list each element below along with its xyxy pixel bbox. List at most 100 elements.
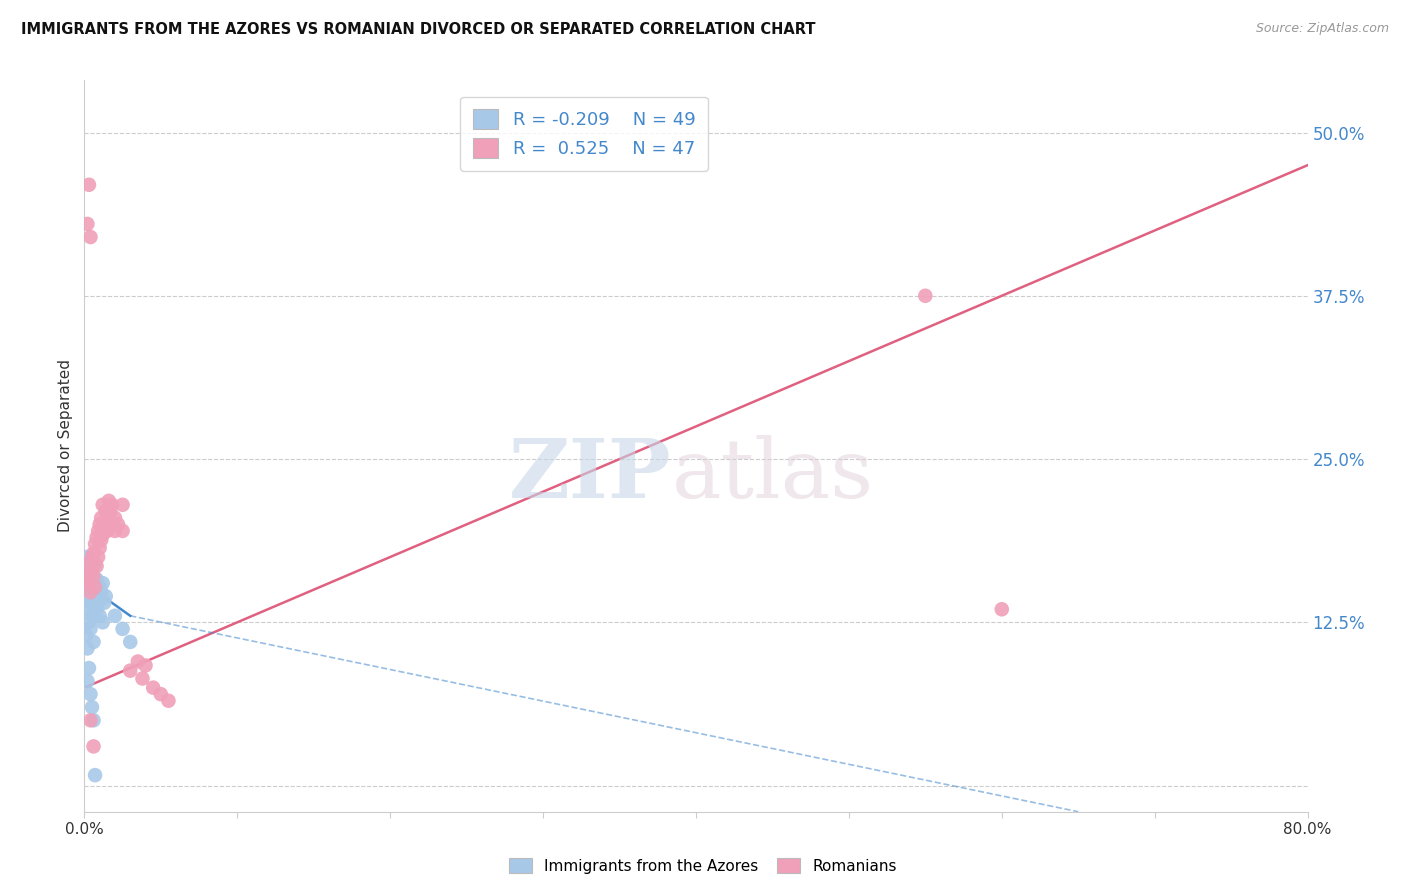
Point (84, 537, 107, 551)
Point (90, 533, 112, 547)
Point (111, 622, 134, 636)
Text: atlas: atlas (672, 435, 873, 516)
Point (87, 589, 110, 603)
Point (83, 559, 105, 574)
Point (79, 230, 101, 244)
Point (86, 602, 108, 616)
Point (91, 615, 114, 630)
Text: ZIP: ZIP (509, 435, 672, 516)
Point (77, 554, 100, 568)
Point (991, 602, 1014, 616)
Legend: R = -0.209    N = 49, R =  0.525    N = 47: R = -0.209 N = 49, R = 0.525 N = 47 (460, 96, 709, 170)
Point (914, 289, 936, 303)
Text: IMMIGRANTS FROM THE AZORES VS ROMANIAN DIVORCED OR SEPARATED CORRELATION CHART: IMMIGRANTS FROM THE AZORES VS ROMANIAN D… (21, 22, 815, 37)
Point (97, 494, 120, 508)
Point (91, 498, 114, 512)
Point (77, 569, 100, 583)
Point (77, 615, 100, 630)
Point (111, 498, 134, 512)
Point (104, 524, 127, 538)
Point (77, 557, 100, 571)
Point (149, 687, 172, 701)
Point (87, 596, 110, 610)
Point (86, 530, 108, 544)
Point (77, 576, 100, 591)
Point (101, 498, 124, 512)
Point (89, 580, 111, 594)
Point (76, 559, 98, 574)
Point (80, 608, 103, 623)
Point (111, 524, 134, 538)
Point (83, 739, 105, 754)
Point (83, 569, 105, 583)
Point (83, 546, 105, 560)
Point (75, 549, 97, 564)
Point (79, 596, 101, 610)
Point (77, 661, 100, 675)
Point (80, 563, 103, 577)
Point (80, 549, 103, 564)
Point (83, 589, 105, 603)
Point (77, 580, 100, 594)
Point (142, 681, 165, 695)
Point (79, 687, 101, 701)
Point (83, 635, 105, 649)
Point (76, 591, 98, 606)
Point (87, 524, 110, 538)
Point (75, 585, 97, 599)
Point (80, 599, 103, 613)
Point (76, 674, 98, 689)
Point (120, 664, 142, 678)
Legend: Immigrants from the Azores, Romanians: Immigrants from the Azores, Romanians (503, 852, 903, 880)
Point (87, 549, 110, 564)
Point (84, 593, 107, 607)
Point (127, 655, 149, 669)
Point (89, 608, 111, 623)
Point (84, 576, 107, 591)
Point (76, 217, 98, 231)
Point (104, 511, 127, 525)
Point (131, 672, 153, 686)
Point (77, 178, 100, 192)
Point (120, 635, 142, 649)
Point (89, 541, 111, 555)
Point (76, 602, 98, 616)
Point (96, 524, 118, 538)
Y-axis label: Divorced or Separated: Divorced or Separated (58, 359, 73, 533)
Point (93, 517, 115, 532)
Point (89, 517, 111, 532)
Point (104, 608, 127, 623)
Point (135, 658, 157, 673)
Point (94, 504, 117, 518)
Point (98, 504, 121, 518)
Point (76, 641, 98, 656)
Point (96, 511, 118, 525)
Point (79, 714, 101, 728)
Point (80, 563, 103, 577)
Point (79, 622, 101, 636)
Point (90, 585, 112, 599)
Point (93, 596, 115, 610)
Point (79, 567, 101, 582)
Point (83, 579, 105, 593)
Point (79, 585, 101, 599)
Point (79, 586, 101, 600)
Point (86, 559, 108, 574)
Point (75, 572, 97, 586)
Point (77, 572, 100, 586)
Point (86, 585, 108, 599)
Point (84, 580, 107, 594)
Point (75, 628, 97, 642)
Point (83, 714, 105, 728)
Point (84, 557, 107, 571)
Point (80, 700, 103, 714)
Point (86, 572, 108, 586)
Point (157, 694, 180, 708)
Point (107, 517, 129, 532)
Point (76, 576, 98, 591)
Text: Source: ZipAtlas.com: Source: ZipAtlas.com (1256, 22, 1389, 36)
Point (80, 582, 103, 597)
Point (91, 576, 114, 591)
Point (91, 528, 114, 542)
Point (84, 768, 107, 782)
